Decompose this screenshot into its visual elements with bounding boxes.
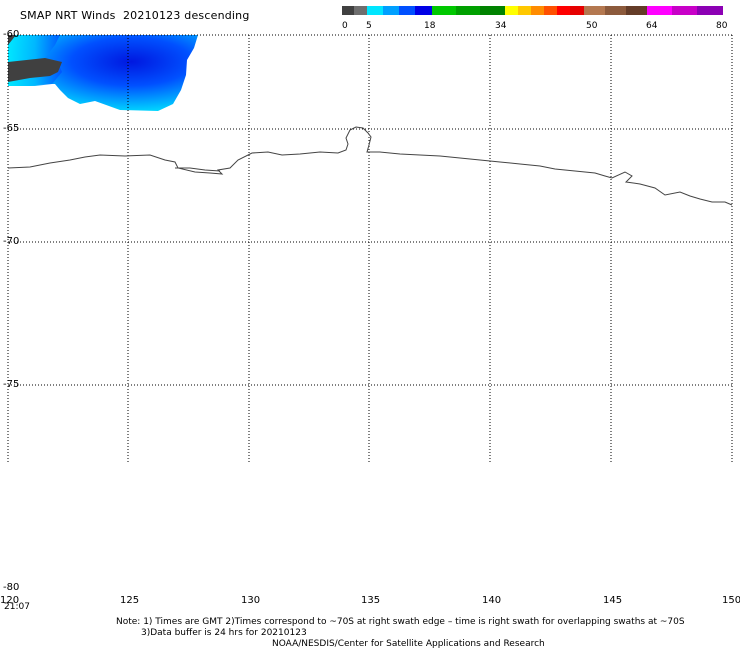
colorbar-segment <box>342 6 354 15</box>
land-patch-top <box>8 35 16 45</box>
graticule <box>7 34 733 464</box>
colorbar-label: 18 <box>424 21 436 31</box>
colorbar-segment <box>415 6 432 15</box>
colorbar-segment <box>584 6 605 15</box>
longitude-label: 125 <box>120 595 140 606</box>
longitude-label: 130 <box>241 595 261 606</box>
colorbar-segment <box>531 6 544 15</box>
longitude-label: 145 <box>603 595 623 606</box>
time-label: 21:07 <box>4 602 30 612</box>
latitude-label: -70 <box>3 236 20 247</box>
colorbar-label: 5 <box>366 21 372 31</box>
colorbar-segment <box>480 6 505 15</box>
footnote-line-2: 3)Data buffer is 24 hrs for 20210123 <box>141 628 307 638</box>
latitude-label: -60 <box>3 29 20 40</box>
wind-swath <box>8 35 198 111</box>
colorbar-segment <box>647 6 672 15</box>
colorbar-label: 80 <box>716 21 728 31</box>
colorbar-segment <box>518 6 531 15</box>
land-patch <box>8 58 62 82</box>
coastline-inner <box>175 167 221 172</box>
latitude-label: -80 <box>3 582 20 593</box>
colorbar-segment <box>626 6 647 15</box>
colorbar-label: 34 <box>495 21 507 31</box>
coastline <box>7 126 733 206</box>
colorbar-segment <box>399 6 415 15</box>
colorbar-segment <box>557 6 570 15</box>
colorbar-segment <box>570 6 584 15</box>
footnote-line-3: NOAA/NESDIS/Center for Satellite Applica… <box>272 639 545 649</box>
footnote-line-1: Note: 1) Times are GMT 2)Times correspon… <box>116 617 685 627</box>
latitude-label: -65 <box>3 123 20 134</box>
longitude-label: 150 <box>722 595 740 606</box>
colorbar-segment <box>354 6 367 15</box>
colorbar-segment <box>505 6 518 15</box>
colorbar-label: 0 <box>342 21 348 31</box>
colorbar-label: 64 <box>646 21 658 31</box>
colorbar-segment <box>605 6 626 15</box>
colorbar-segment <box>544 6 557 15</box>
colorbar-segment <box>432 6 456 15</box>
latitude-label: -75 <box>3 379 20 390</box>
map-title: SMAP NRT Winds 20210123 descending <box>20 9 250 22</box>
colorbar-segment <box>367 6 383 15</box>
longitude-label: 135 <box>361 595 381 606</box>
colorbar-segment <box>383 6 399 15</box>
wind-speed-colorbar <box>342 6 728 15</box>
longitude-label: 120 <box>0 595 20 606</box>
longitude-label: 140 <box>482 595 502 606</box>
colorbar-segment <box>697 6 723 15</box>
wind-swath-area <box>8 35 198 111</box>
colorbar-label: 50 <box>586 21 598 31</box>
colorbar-segment <box>456 6 480 15</box>
colorbar-segment <box>672 6 697 15</box>
